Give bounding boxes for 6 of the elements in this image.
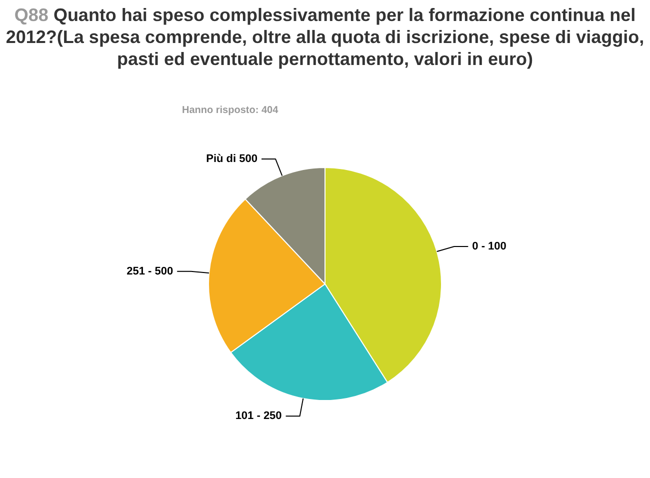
slice-label: 101 - 250	[235, 410, 282, 422]
chart-title: Q88 Quanto hai speso complessivamente per la formazione continua nel 2012?(La spesa comprende, oltre alla quota di iscrizione, spese di viaggio, pasti ed eventuale pernottamento, valori in euro)	[6, 5, 644, 69]
slice-label: 251 - 500	[126, 265, 174, 278]
slice-label: Più di 500	[206, 152, 258, 165]
chart-subtitle: Hanno risposto: 404	[182, 105, 278, 116]
slice-label: 0 - 100	[472, 240, 506, 253]
